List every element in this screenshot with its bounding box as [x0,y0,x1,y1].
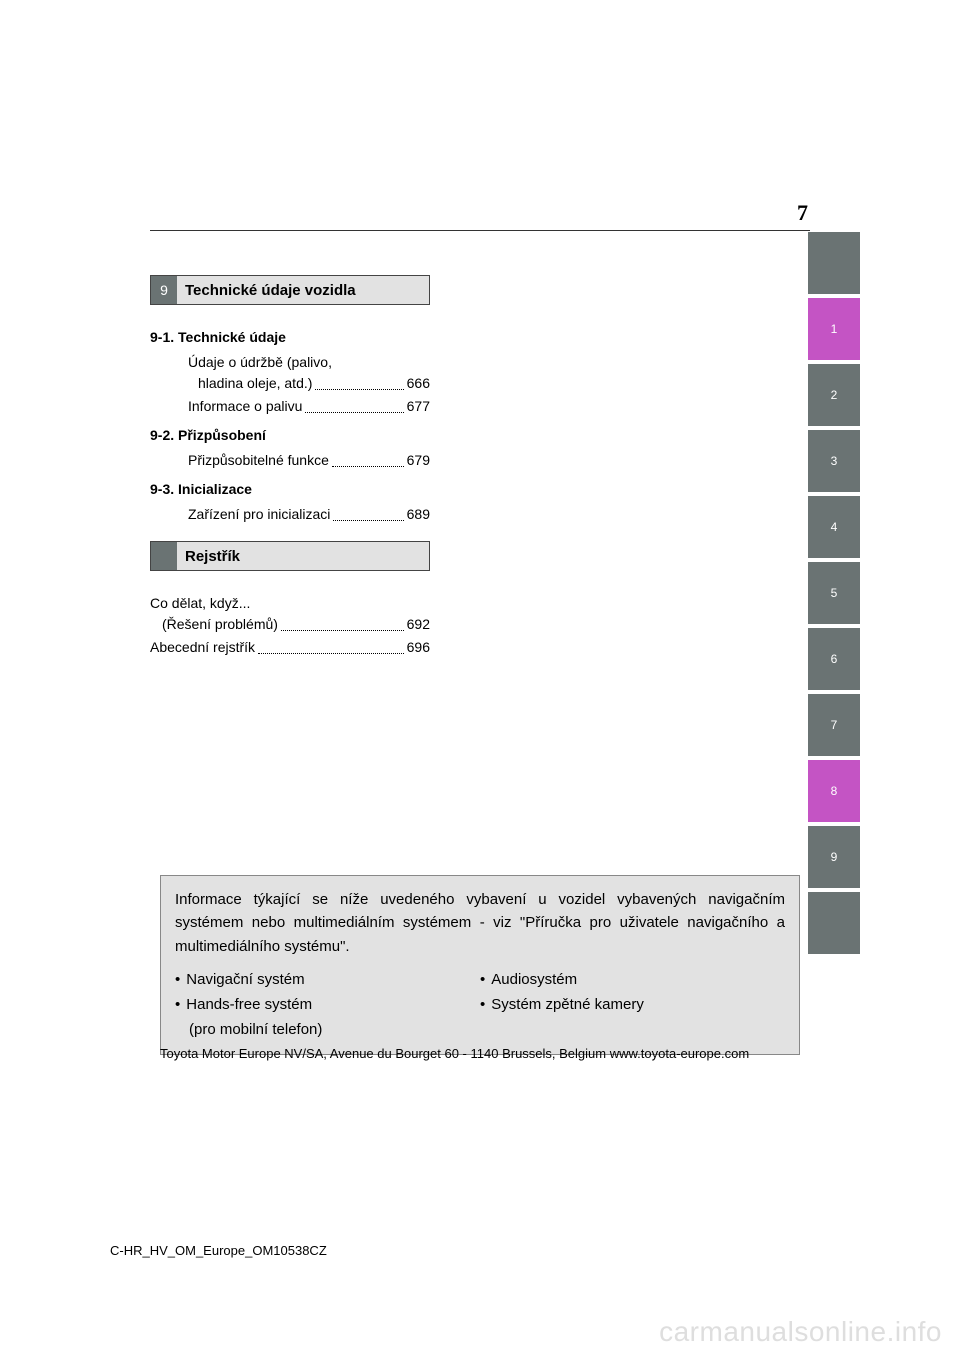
rejstrik-header: Rejstřík [150,541,430,571]
side-tab-7[interactable]: 7 [808,694,860,756]
toc-9-1-line-1: Údaje o údržbě (palivo, hladina oleje, a… [150,352,430,394]
toc-9-1-page-2: 677 [407,396,430,417]
toc-dots [258,637,404,654]
bullet-icon: • [480,968,485,991]
info-left-1-label: Navigační systém [186,968,304,991]
toc-9-1-label-2: Informace o palivu [188,396,302,417]
info-lists: • Navigační systém • Hands-free systém (… [175,968,785,1042]
toc-9-3-page-1: 689 [407,504,430,525]
section-9-title: Technické údaje vozidla [177,276,429,304]
info-paragraph: Informace týkající se níže uvedeného vyb… [175,888,785,958]
side-tab-1[interactable]: 1 [808,298,860,360]
toc-9-2-line-1: Přizpůsobitelné funkce 679 [150,450,430,471]
toc-9-2-heading: 9-2. Přizpůsobení [150,425,430,446]
rejstrik-line-1a: Co dělat, když... [150,593,430,614]
rejstrik-body: Co dělat, když... (Řešení problémů) 692 … [150,593,430,658]
side-tab-9[interactable]: 9 [808,826,860,888]
rejstrik-page-1: 692 [407,614,430,635]
rejstrik-num-box [151,542,177,570]
toc-9-1-line-2: Informace o palivu 677 [150,396,430,417]
toc-dots [332,450,404,467]
side-tab-2[interactable]: 2 [808,364,860,426]
section-9-number: 9 [151,276,177,304]
toc-9-1-heading: 9-1. Technické údaje [150,327,430,348]
info-col-left: • Navigační systém • Hands-free systém (… [175,968,480,1042]
side-tab-4[interactable]: 4 [808,496,860,558]
toc-9-1-line-1a: Údaje o údržbě (palivo, [188,352,430,373]
info-right-1: • Audiosystém [480,968,785,991]
rejstrik-page-2: 696 [407,637,430,658]
toc-9-3-label-1: Zařízení pro inicializaci [188,504,330,525]
toc-9-1-page-1: 666 [407,373,430,394]
legal-text: Toyota Motor Europe NV/SA, Avenue du Bou… [160,1045,800,1064]
toc-dots [281,614,404,631]
section-9-header: 9 Technické údaje vozidla [150,275,430,305]
rejstrik-title: Rejstřík [177,542,429,570]
header-rule [150,230,810,231]
page-number: 7 [797,200,808,226]
toc-dots [333,504,403,521]
toc-9-1-line-1b: hladina oleje, atd.) [198,373,312,394]
toc-9-block: 9-1. Technické údaje Údaje o údržbě (pal… [150,327,430,525]
info-right-2: • Systém zpětné kamery [480,993,785,1016]
toc-9-2-label-1: Přizpůsobitelné funkce [188,450,329,471]
bullet-icon: • [175,993,180,1016]
rejstrik-label-2: Abecední rejstřík [150,637,255,658]
document-code: C-HR_HV_OM_Europe_OM10538CZ [110,1243,327,1258]
side-tab-3[interactable]: 3 [808,430,860,492]
toc-9-3-heading: 9-3. Inicializace [150,479,430,500]
side-tabs: 1 2 3 4 5 6 7 8 9 [808,232,860,958]
toc-9-2-page-1: 679 [407,450,430,471]
watermark: carmanualsonline.info [659,1316,942,1348]
info-left-sub: (pro mobilní telefon) [175,1018,480,1041]
bullet-icon: • [175,968,180,991]
manual-page: 7 1 2 3 4 5 6 7 8 9 9 Technické údaje vo… [0,0,960,1358]
side-tab-5[interactable]: 5 [808,562,860,624]
info-right-1-label: Audiosystém [491,968,577,991]
info-left-2: • Hands-free systém [175,993,480,1016]
side-tab-6[interactable]: 6 [808,628,860,690]
rejstrik-line-2: Abecední rejstřík 696 [150,637,430,658]
info-right-2-label: Systém zpětné kamery [491,993,644,1016]
info-box: Informace týkající se níže uvedeného vyb… [160,875,800,1055]
bullet-icon: • [480,993,485,1016]
rejstrik-line-1b: (Řešení problémů) [162,614,278,635]
rejstrik-line-1b-row: (Řešení problémů) 692 [150,614,430,635]
info-left-1: • Navigační systém [175,968,480,991]
toc-dots [315,373,403,390]
toc-dots [305,396,403,413]
toc-9-3-line-1: Zařízení pro inicializaci 689 [150,504,430,525]
side-tab-8[interactable]: 8 [808,760,860,822]
side-tab-blank-top [808,232,860,294]
side-tab-blank-bottom [808,892,860,954]
toc-column: 9 Technické údaje vozidla 9-1. Technické… [150,275,430,660]
info-col-right: • Audiosystém • Systém zpětné kamery [480,968,785,1042]
info-left-2-label: Hands-free systém [186,993,312,1016]
